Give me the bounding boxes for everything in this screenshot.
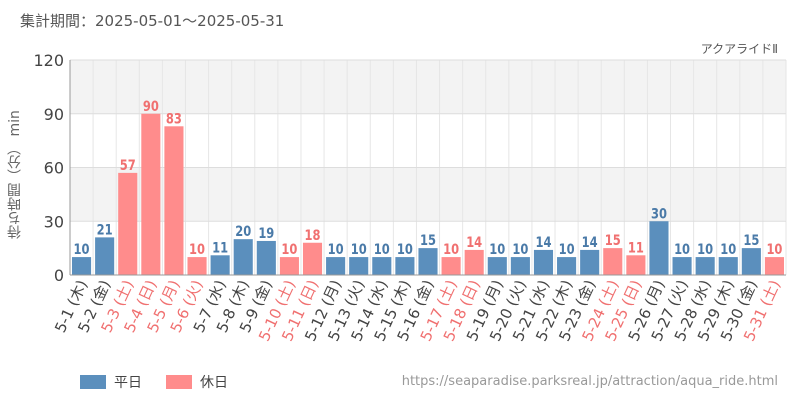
data-label: 10: [397, 242, 413, 258]
y-tick-label: 60: [44, 159, 64, 178]
bar: [233, 239, 253, 275]
bar: [487, 257, 507, 275]
data-label: 11: [212, 240, 228, 256]
data-label: 15: [605, 233, 621, 249]
data-label: 10: [351, 242, 367, 258]
legend-label-weekday: 平日: [114, 375, 142, 391]
bar: [464, 249, 484, 275]
bar: [279, 257, 299, 275]
data-label: 90: [143, 99, 159, 115]
bar: [557, 257, 577, 275]
data-label: 10: [559, 242, 575, 258]
bar: [302, 242, 323, 275]
data-label: 10: [720, 242, 736, 258]
y-tick-label: 0: [54, 266, 64, 285]
bar: [672, 257, 692, 275]
data-label: 21: [97, 222, 113, 238]
data-label: 18: [305, 228, 321, 244]
data-label: 19: [258, 226, 274, 242]
bar: [649, 221, 669, 275]
data-label: 10: [374, 242, 390, 258]
bar: [164, 126, 184, 276]
bar: [210, 255, 230, 275]
data-label: 11: [628, 240, 644, 256]
bar: [326, 257, 346, 275]
data-label: 14: [582, 235, 598, 251]
data-label: 20: [235, 224, 251, 240]
bar: [72, 257, 92, 275]
bar: [580, 249, 600, 275]
bar: [95, 237, 115, 275]
attraction-name: アクアライドⅡ: [700, 42, 778, 56]
bar: [533, 249, 554, 275]
bar: [141, 113, 161, 275]
plot-band: [70, 60, 786, 114]
data-label: 15: [743, 233, 759, 249]
data-label: 10: [489, 242, 505, 258]
legend-swatch-holiday: [166, 375, 192, 389]
y-tick-label: 90: [44, 105, 64, 124]
data-label: 10: [328, 242, 344, 258]
bar: [349, 257, 369, 275]
data-label: 15: [420, 233, 436, 249]
bar: [418, 248, 438, 275]
data-label: 30: [651, 206, 667, 222]
data-label: 10: [697, 242, 713, 258]
data-label: 10: [512, 242, 528, 258]
legend-swatch-weekday: [80, 375, 106, 389]
data-label: 57: [120, 158, 136, 174]
bar: [510, 257, 530, 275]
data-label: 10: [189, 242, 205, 258]
source-url: https://seaparadise.parksreal.jp/attract…: [401, 374, 778, 389]
bar: [256, 240, 276, 275]
data-label: 10: [74, 242, 90, 258]
bar: [372, 257, 392, 275]
bar: [187, 257, 207, 275]
data-label: 14: [535, 235, 551, 251]
data-label: 10: [281, 242, 297, 258]
data-label: 10: [674, 242, 690, 258]
bar: [626, 255, 646, 275]
data-label: 83: [166, 111, 182, 127]
legend: 平日 休日: [80, 372, 228, 392]
period-label: 集計期間：2025-05-01～2025-05-31: [20, 12, 285, 30]
bar: [603, 248, 623, 275]
bar: [718, 257, 738, 275]
bar: [741, 248, 761, 275]
y-tick-label: 120: [33, 51, 64, 70]
bar: [395, 257, 415, 275]
legend-item-weekday: 平日: [80, 372, 142, 392]
bar: [695, 257, 715, 275]
y-tick-label: 30: [44, 212, 64, 231]
data-label: 14: [466, 235, 482, 251]
legend-item-holiday: 休日: [166, 372, 228, 392]
data-label: 10: [766, 242, 782, 258]
bar: [441, 257, 461, 275]
plot-band: [70, 167, 786, 222]
data-label: 10: [443, 242, 459, 258]
legend-label-holiday: 休日: [200, 375, 228, 391]
bar: [118, 172, 138, 275]
plot-band: [70, 113, 786, 168]
bar: [764, 257, 784, 275]
